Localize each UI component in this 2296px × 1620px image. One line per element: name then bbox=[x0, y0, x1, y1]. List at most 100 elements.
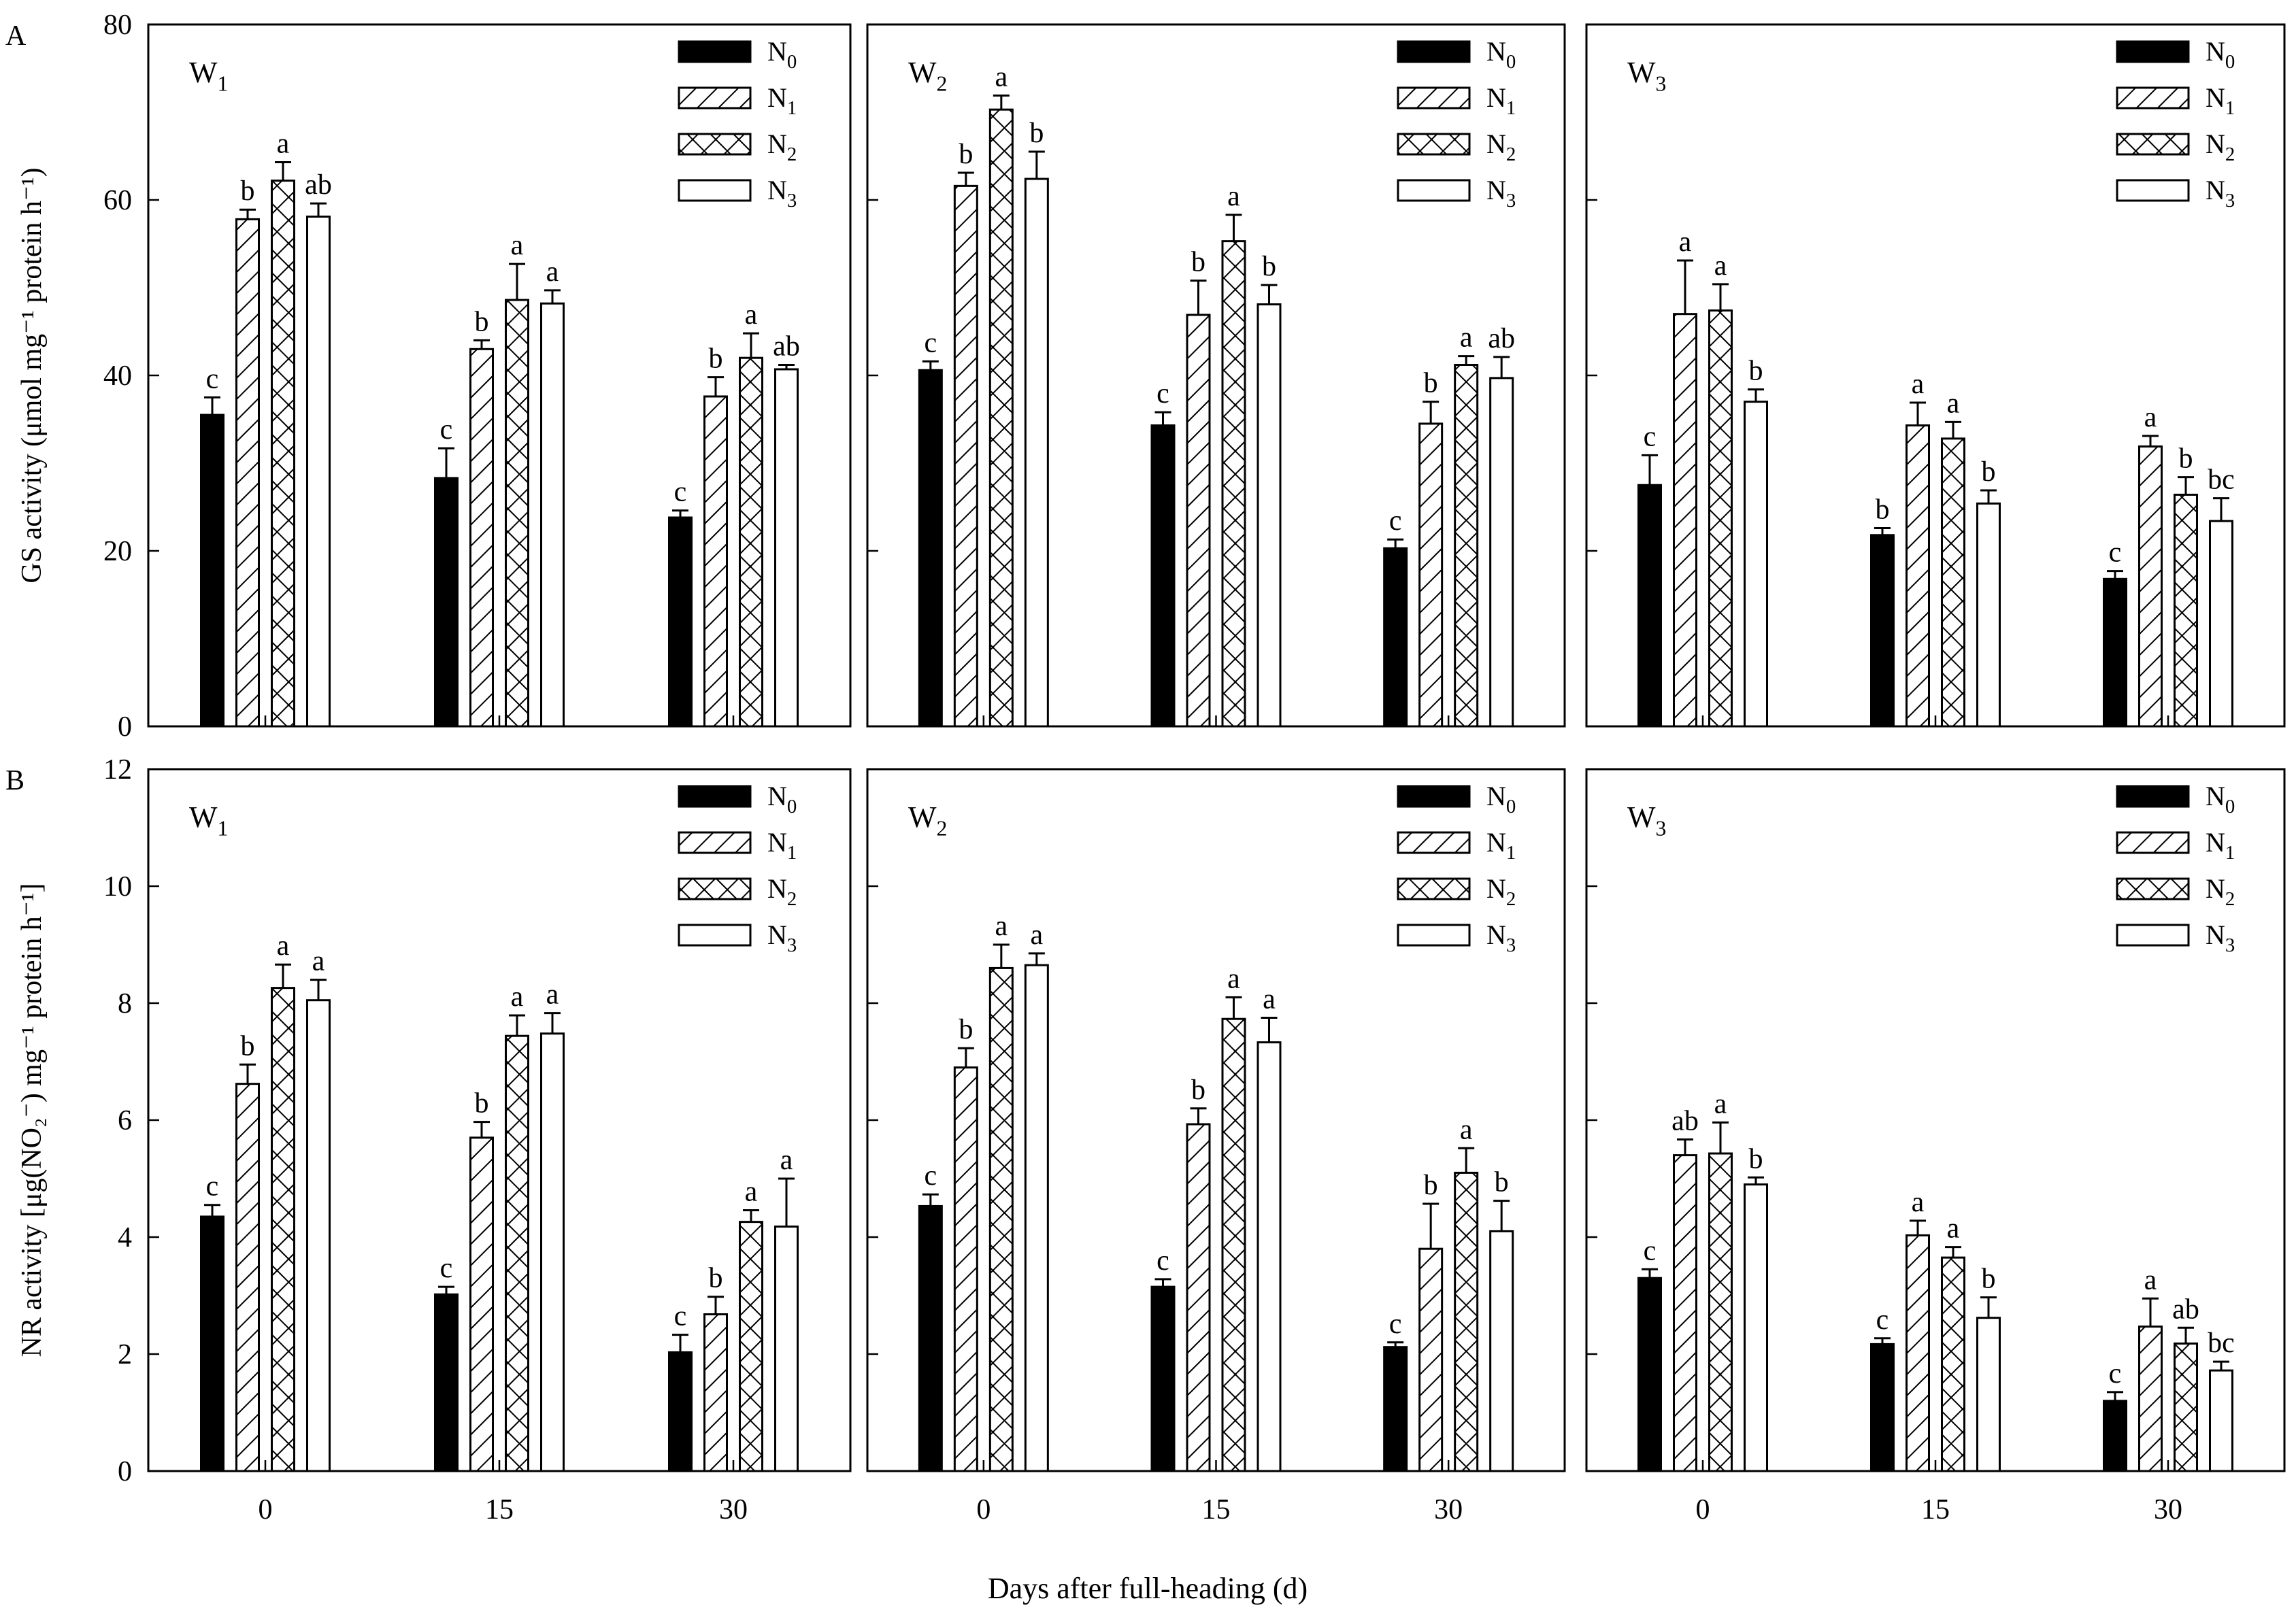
bar-n1 bbox=[469, 1136, 494, 1472]
significance-letter: a bbox=[1714, 1088, 1727, 1119]
significance-letter: a bbox=[1679, 226, 1692, 258]
y-tick-label: 60 bbox=[103, 185, 132, 216]
legend-swatch-n0 bbox=[1397, 40, 1471, 63]
significance-letter: c bbox=[1157, 378, 1169, 409]
significance-letter: bc bbox=[2208, 465, 2235, 496]
bar-n2 bbox=[1454, 1171, 1479, 1472]
bar-n1 bbox=[953, 184, 978, 728]
significance-letter: a bbox=[1947, 388, 1960, 419]
bar-n1 bbox=[1673, 313, 1697, 728]
legend-swatch-n0 bbox=[2116, 40, 2190, 63]
legend-swatch-n2 bbox=[1397, 133, 1471, 156]
bar-n3 bbox=[1024, 178, 1049, 728]
x-tick-label: 0 bbox=[259, 1494, 273, 1525]
bar-n3 bbox=[306, 999, 331, 1472]
x-tick-label: 15 bbox=[1202, 1494, 1231, 1525]
legend-swatch-n0 bbox=[2116, 785, 2190, 808]
bar-n2 bbox=[1221, 1017, 1246, 1472]
significance-letter: b bbox=[241, 1030, 255, 1062]
significance-letter: b bbox=[1749, 356, 1763, 387]
y-tick-label: 10 bbox=[103, 871, 132, 902]
significance-letter: a bbox=[1227, 181, 1240, 212]
significance-letter: b bbox=[1495, 1167, 1509, 1198]
legend-swatch-n3 bbox=[2116, 179, 2190, 202]
legend-swatch-n0 bbox=[678, 40, 752, 63]
significance-letter: ab bbox=[1488, 323, 1515, 354]
bar-n2 bbox=[2174, 493, 2198, 728]
x-tick-label: 30 bbox=[2154, 1494, 2182, 1525]
significance-letter: a bbox=[2144, 402, 2157, 433]
significance-letter: c bbox=[674, 477, 687, 508]
bar-n2 bbox=[988, 966, 1014, 1472]
legend-label: N2 bbox=[767, 129, 797, 165]
x-tick-label: 0 bbox=[976, 1494, 991, 1525]
legend-swatch-n2 bbox=[2116, 133, 2190, 156]
y-axis-label: NR activity [μg(NO₂⁻) mg⁻¹ protein h⁻¹] bbox=[16, 883, 48, 1357]
bar-n0 bbox=[918, 1204, 943, 1472]
bar-n1 bbox=[1906, 424, 1930, 728]
bar-n2 bbox=[1941, 1256, 1965, 1472]
legend-swatch-n1 bbox=[1397, 86, 1471, 109]
significance-letter: a bbox=[1912, 1187, 1925, 1218]
significance-letter: b bbox=[475, 1088, 489, 1119]
legend-label: N0 bbox=[767, 781, 797, 817]
legend-label: N1 bbox=[2206, 827, 2235, 864]
x-tick-label: 0 bbox=[1696, 1494, 1710, 1525]
significance-letter: b bbox=[1262, 251, 1276, 282]
significance-letter: a bbox=[745, 299, 758, 331]
bar-n2 bbox=[1708, 309, 1733, 728]
bar-n1 bbox=[2138, 445, 2163, 728]
bar-n2 bbox=[271, 987, 295, 1472]
significance-letter: b bbox=[1982, 456, 1996, 488]
bar-n3 bbox=[1744, 401, 1768, 728]
significance-letter: b bbox=[1876, 494, 1890, 525]
bar-n2 bbox=[739, 356, 763, 728]
x-axis-label: Days after full-heading (d) bbox=[988, 1572, 1308, 1605]
significance-letter: b bbox=[1029, 118, 1044, 149]
significance-letter: c bbox=[1157, 1245, 1169, 1277]
y-tick-label: 2 bbox=[118, 1339, 132, 1370]
legend-label: N1 bbox=[2206, 82, 2235, 119]
legend-swatch-n0 bbox=[678, 785, 752, 808]
x-tick-label: 15 bbox=[1921, 1494, 1950, 1525]
y-tick-label: 0 bbox=[118, 711, 132, 743]
significance-letter: b bbox=[1982, 1264, 1996, 1295]
bar-n0 bbox=[1870, 1343, 1895, 1472]
significance-letter: b bbox=[709, 1263, 723, 1294]
bar-n0 bbox=[434, 477, 459, 728]
bar-n3 bbox=[1489, 377, 1514, 728]
significance-letter: a bbox=[277, 930, 290, 962]
y-tick-label: 12 bbox=[103, 754, 132, 786]
legend-label: N3 bbox=[1486, 919, 1516, 956]
significance-letter: bc bbox=[2208, 1328, 2235, 1359]
y-tick-label: 4 bbox=[118, 1222, 132, 1253]
legend-label: N2 bbox=[1486, 129, 1516, 165]
legend-label: N2 bbox=[2206, 129, 2235, 165]
legend-label: N0 bbox=[2206, 36, 2235, 73]
significance-letter: a bbox=[511, 230, 524, 261]
bar-n1 bbox=[1186, 1123, 1211, 1472]
bar-n2 bbox=[505, 299, 529, 728]
x-tick-label: 30 bbox=[719, 1494, 748, 1525]
y-tick-label: 8 bbox=[118, 988, 132, 1019]
y-tick-label: 20 bbox=[103, 536, 132, 567]
legend-swatch-n1 bbox=[678, 86, 752, 109]
bar-n2 bbox=[1941, 437, 1965, 728]
bar-n1 bbox=[235, 218, 260, 728]
significance-letter: a bbox=[546, 979, 559, 1011]
significance-letter: c bbox=[925, 327, 937, 358]
legend-label: N3 bbox=[2206, 919, 2235, 956]
bar-n2 bbox=[988, 108, 1014, 728]
significance-letter: c bbox=[440, 414, 453, 445]
legend-label: N3 bbox=[767, 175, 797, 212]
legend-swatch-n0 bbox=[1397, 785, 1471, 808]
bar-n1 bbox=[1186, 314, 1211, 728]
bar-n2 bbox=[739, 1221, 763, 1472]
significance-letter: a bbox=[780, 1145, 793, 1176]
bar-n2 bbox=[505, 1034, 529, 1472]
